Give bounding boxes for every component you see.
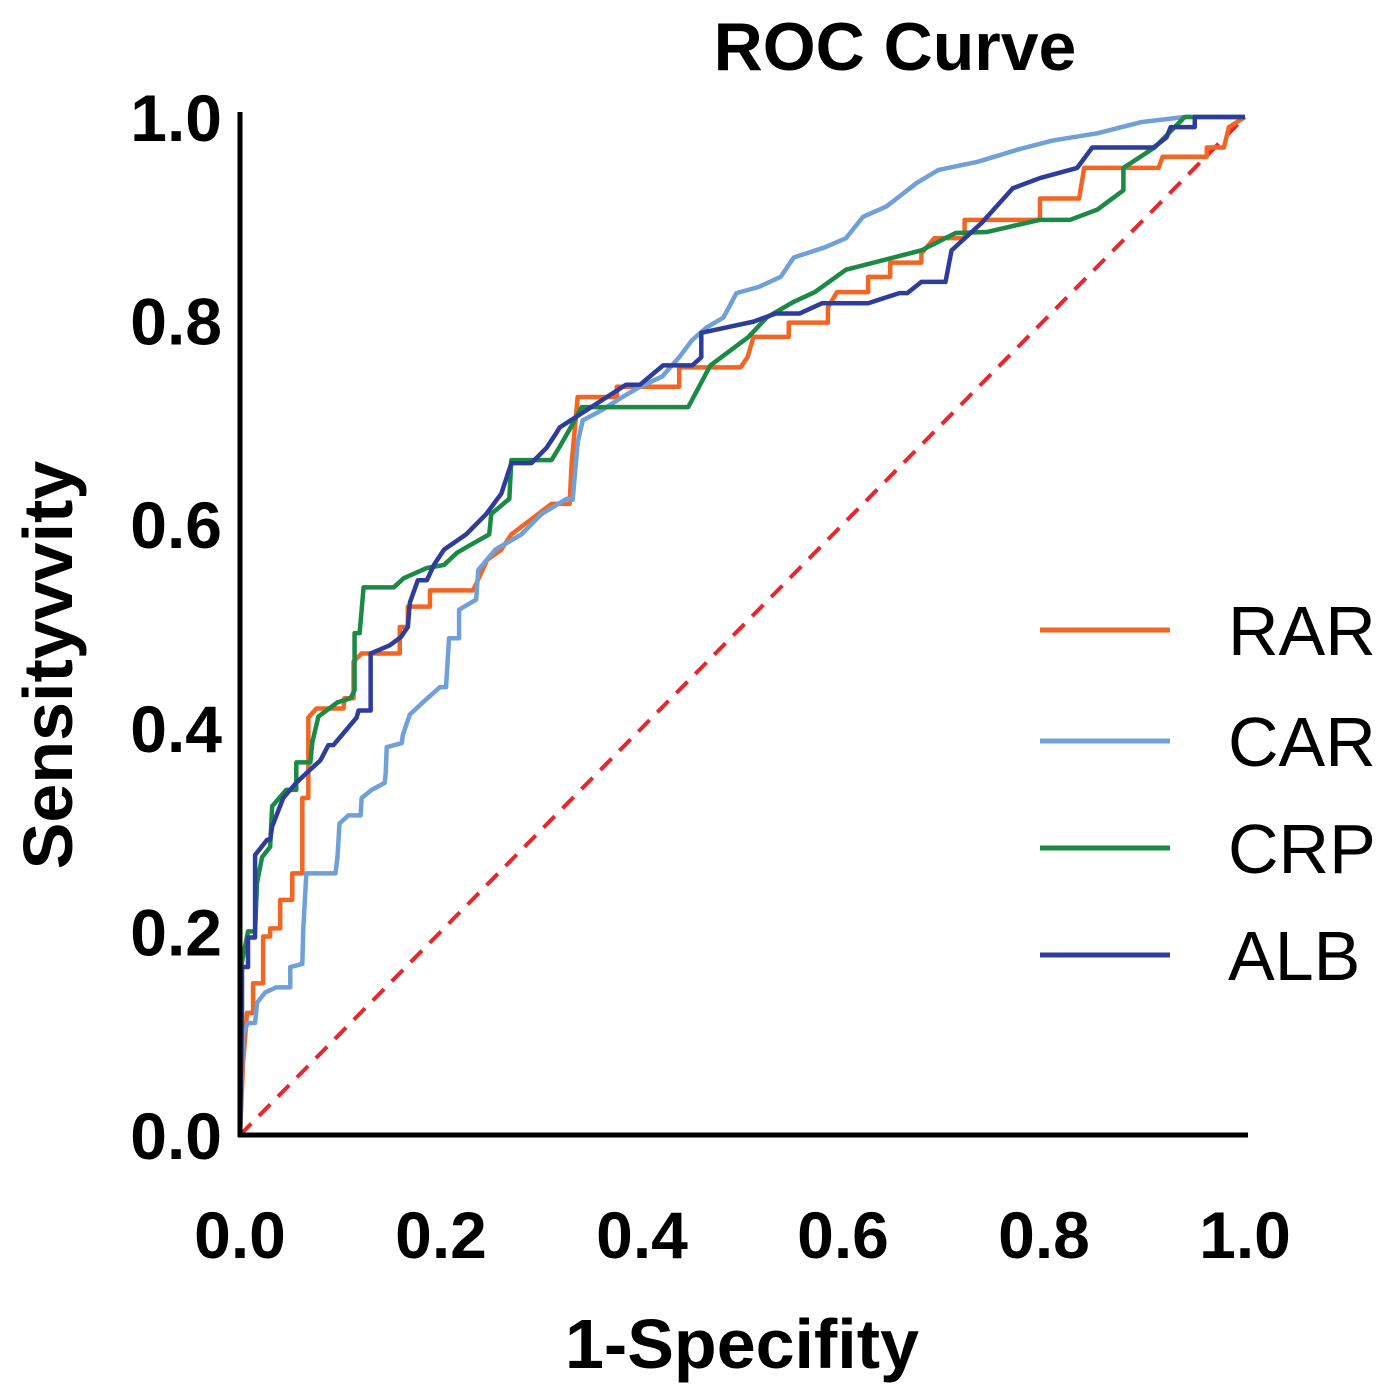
x-tick-label: 1.0 [1199, 1198, 1291, 1272]
x-tick-label: 0.0 [194, 1198, 286, 1272]
y-tick-label: 0.8 [130, 285, 222, 359]
x-tick-label: 0.6 [797, 1198, 889, 1272]
legend-label: CAR [1228, 703, 1376, 781]
legend-label: CRP [1228, 810, 1376, 888]
y-tick-label: 0.2 [130, 895, 222, 969]
chart-title: ROC Curve [714, 9, 1077, 85]
series-line-alb [237, 114, 1245, 1136]
legend-label: ALB [1228, 917, 1360, 995]
reference-diagonal-line [238, 115, 1247, 1137]
series-line-crp [237, 114, 1245, 973]
x-axis-label: 1-Specifity [565, 1305, 919, 1383]
y-tick-label: 0.0 [130, 1099, 222, 1173]
x-tick-label: 0.4 [596, 1198, 688, 1272]
legend-label: RAR [1228, 592, 1376, 670]
y-tick-label: 0.6 [130, 488, 222, 562]
legend: RAR CAR CRP ALB [1040, 592, 1376, 995]
series-line-car [237, 114, 1245, 1136]
y-axis-label: Sensityvvity [9, 461, 87, 870]
x-tick-label: 0.2 [395, 1198, 487, 1272]
x-tick-label: 0.8 [998, 1198, 1090, 1272]
y-tick-label: 1.0 [130, 81, 222, 155]
y-tick-label: 0.4 [130, 692, 222, 766]
